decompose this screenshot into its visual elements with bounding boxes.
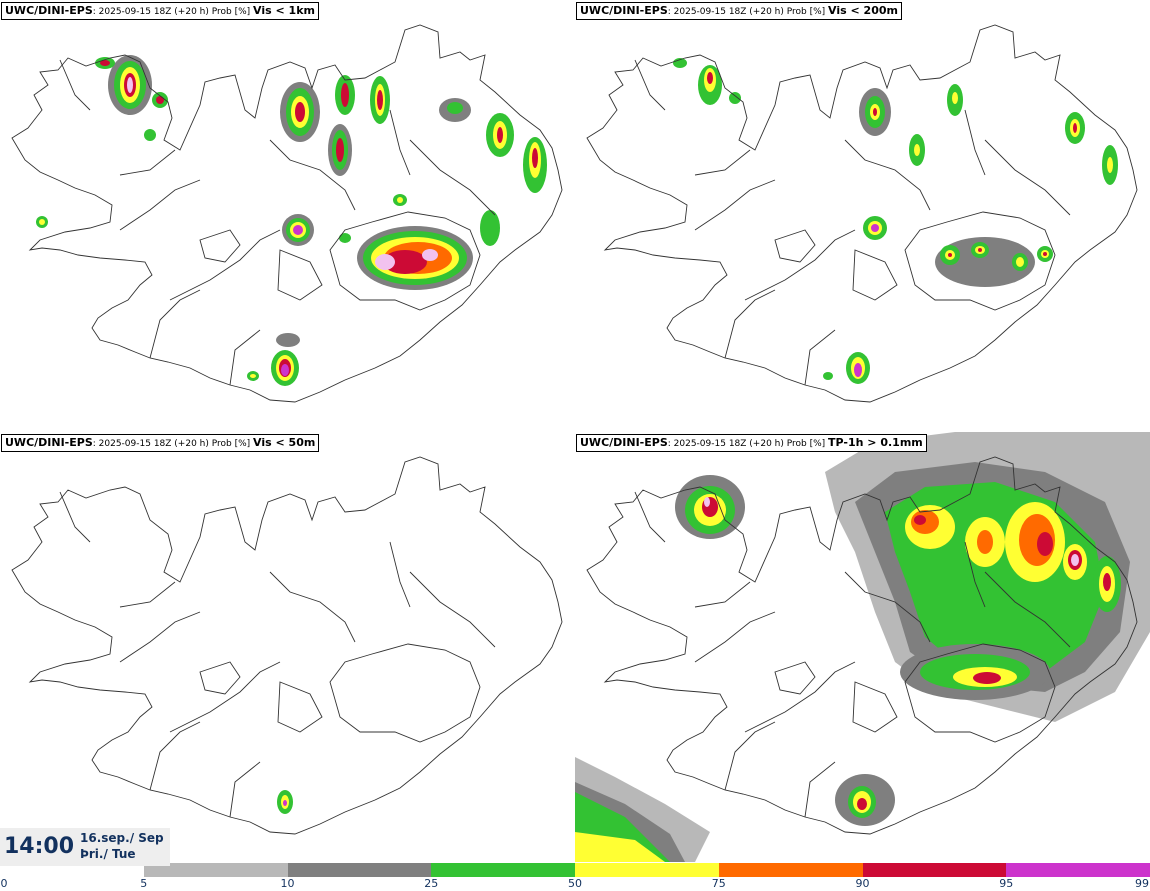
map-panel-vis-50m: UWC/DINI-EPS: 2025-09-15 18Z (+20 h) Pro… bbox=[0, 432, 575, 862]
colorbar-tick-label: 5 bbox=[140, 877, 148, 890]
colorbar-segment bbox=[862, 863, 1007, 877]
prob-blob bbox=[144, 129, 156, 141]
colorbar-tick-label: 0 bbox=[0, 877, 8, 890]
valid-date-line1: 16.sep./ Sep bbox=[80, 831, 164, 845]
colorbar-tick-label: 10 bbox=[280, 877, 295, 890]
prob-blob-east bbox=[1093, 556, 1121, 612]
prob-blob bbox=[863, 216, 887, 240]
prob-blob bbox=[276, 333, 300, 347]
prob-blob bbox=[271, 350, 299, 386]
colorbar-tick-label: 75 bbox=[711, 877, 726, 890]
iceland-map bbox=[11, 24, 563, 403]
prob-blob bbox=[339, 233, 351, 243]
colorbar-segment bbox=[1006, 863, 1150, 877]
prob-blob-northeast bbox=[825, 432, 1150, 722]
prob-blob bbox=[486, 113, 514, 157]
map-panel-tp-1h: UWC/DINI-EPS: 2025-09-15 18Z (+20 h) Pro… bbox=[575, 432, 1150, 862]
prob-blob bbox=[328, 124, 352, 176]
prob-blob bbox=[523, 137, 547, 193]
prob-blob bbox=[277, 790, 293, 814]
colorbar-tick-label: 95 bbox=[999, 877, 1014, 890]
prob-blob-sea-southwest bbox=[575, 757, 710, 862]
iceland-coastline bbox=[11, 456, 563, 835]
prob-blob bbox=[393, 194, 407, 206]
prob-blob-south bbox=[835, 774, 895, 826]
probability-colorbar bbox=[0, 863, 1150, 877]
colorbar-segment bbox=[143, 863, 288, 877]
prob-blob bbox=[335, 75, 355, 115]
prob-blob bbox=[698, 65, 722, 105]
prob-blob bbox=[357, 226, 473, 290]
prob-blob bbox=[729, 92, 741, 104]
prob-blob bbox=[909, 134, 925, 166]
prob-blob bbox=[480, 210, 500, 246]
colorbar-segment bbox=[718, 863, 863, 877]
prob-blob bbox=[1065, 112, 1085, 144]
map-panel-vis-1km: UWC/DINI-EPS: 2025-09-15 18Z (+20 h) Pro… bbox=[0, 0, 575, 430]
prob-blob bbox=[846, 352, 870, 384]
colorbar-tick-label: 90 bbox=[855, 877, 870, 890]
prob-blob bbox=[370, 76, 390, 124]
prob-blob bbox=[439, 98, 471, 122]
valid-date-line2: Þri./ Tue bbox=[80, 847, 136, 861]
prob-blob bbox=[247, 371, 259, 381]
panel-title: UWC/DINI-EPS: 2025-09-15 18Z (+20 h) Pro… bbox=[1, 2, 319, 20]
colorbar-segment bbox=[431, 863, 575, 877]
prob-blob-westfjords bbox=[675, 475, 745, 539]
prob-blob bbox=[108, 55, 152, 115]
colorbar-tick-label: 99 bbox=[1135, 877, 1149, 890]
prob-blob bbox=[36, 216, 48, 228]
colorbar-tick-label: 25 bbox=[424, 877, 439, 890]
panel-title: UWC/DINI-EPS: 2025-09-15 18Z (+20 h) Pro… bbox=[576, 434, 927, 452]
colorbar-segment bbox=[287, 863, 432, 877]
valid-time: 14:00 bbox=[4, 834, 75, 859]
prob-blob bbox=[152, 92, 168, 108]
colorbar-segment bbox=[0, 863, 144, 877]
colorbar-tick-label: 50 bbox=[568, 877, 582, 890]
map-panel-vis-200m: UWC/DINI-EPS: 2025-09-15 18Z (+20 h) Pro… bbox=[575, 0, 1150, 430]
prob-blob-central bbox=[900, 644, 1050, 700]
iceland-map bbox=[575, 432, 1150, 862]
iceland-coastline bbox=[11, 24, 563, 403]
colorbar-segment bbox=[575, 863, 719, 877]
prob-blob bbox=[1102, 145, 1118, 185]
panel-title: UWC/DINI-EPS: 2025-09-15 18Z (+20 h) Pro… bbox=[1, 434, 320, 452]
prob-blob bbox=[95, 57, 115, 69]
iceland-map bbox=[586, 24, 1138, 403]
prob-blob bbox=[935, 237, 1053, 287]
valid-time-box: 14:00 16.sep./ Sep Þri./ Tue bbox=[0, 828, 170, 866]
prob-blob bbox=[823, 372, 833, 380]
iceland-coastline bbox=[586, 24, 1138, 403]
prob-blob bbox=[282, 214, 314, 246]
prob-blob bbox=[280, 82, 320, 142]
panel-title: UWC/DINI-EPS: 2025-09-15 18Z (+20 h) Pro… bbox=[576, 2, 902, 20]
prob-blob bbox=[859, 88, 891, 136]
iceland-coastline bbox=[586, 456, 1138, 835]
prob-blob bbox=[947, 84, 963, 116]
iceland-map bbox=[11, 456, 563, 835]
